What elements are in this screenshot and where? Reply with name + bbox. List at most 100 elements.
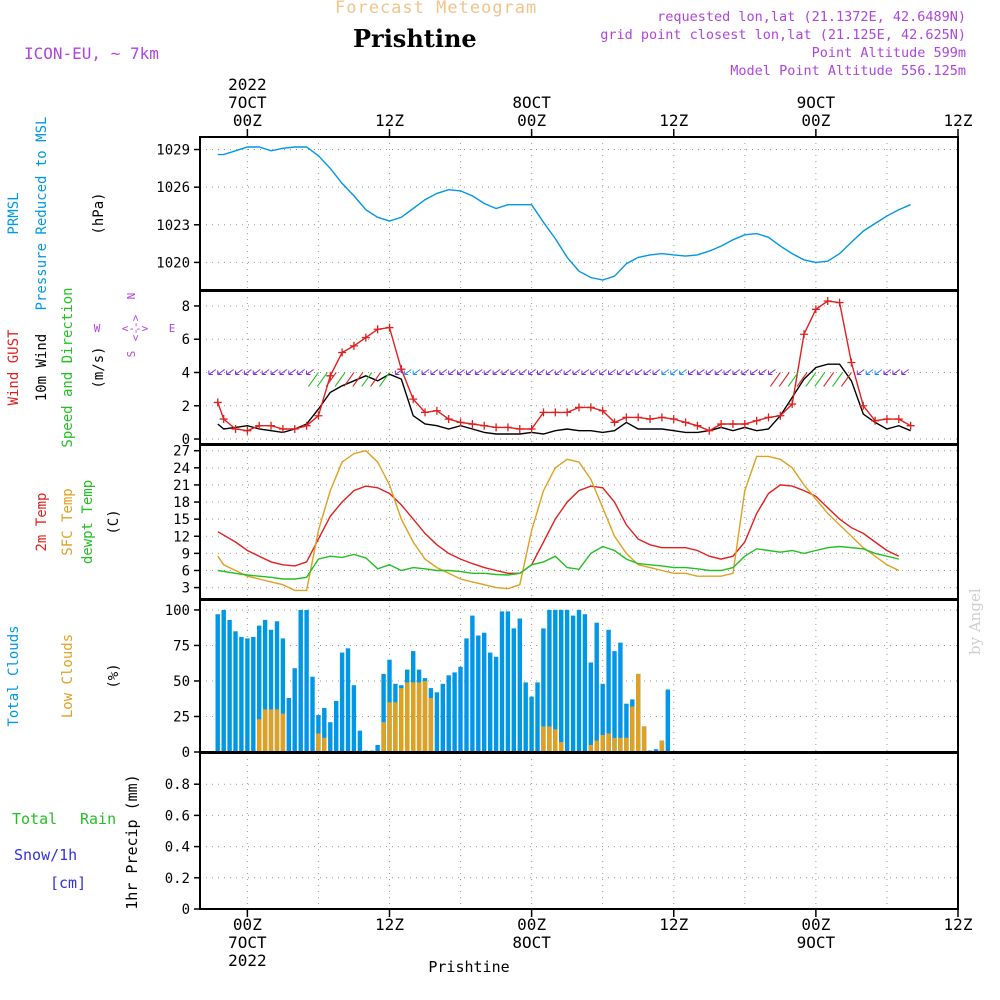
wind-arrow: [805, 372, 817, 387]
gust-marker: [859, 401, 868, 410]
gust-marker: [622, 413, 631, 422]
total-cloud-bar: [251, 636, 256, 752]
wind-arrow: [696, 369, 705, 375]
total-cloud-bar: [440, 683, 445, 752]
low-cloud-bar: [393, 702, 398, 752]
total-cloud-bar: [446, 675, 451, 752]
total-cloud-bar: [493, 656, 499, 752]
top-time-label: 2022: [228, 75, 267, 94]
total-cloud-bar: [245, 638, 250, 752]
total-cloud-bar: [482, 632, 487, 752]
wind-arrow: [457, 369, 465, 375]
gust-marker: [267, 421, 276, 430]
gust-marker: [705, 426, 714, 435]
gust-marker: [409, 395, 418, 404]
low-cloud-bar: [422, 681, 428, 752]
compass-north: N: [125, 293, 138, 300]
wind-arrow: [572, 369, 581, 375]
gust-marker: [468, 420, 477, 429]
time-axis: 20227OCT00Z00Z7OCT202212Z12Z8OCT00Z00Z8O…: [228, 75, 973, 976]
y-tick-label: 25: [173, 709, 190, 725]
total-cloud-bar: [553, 609, 558, 752]
panel-frame: [199, 290, 959, 445]
gust-marker: [906, 421, 915, 430]
gust-marker: [681, 418, 690, 427]
gust-marker: [586, 403, 595, 412]
low-cloud-bar: [387, 702, 392, 752]
wind-arrow: [767, 369, 776, 375]
model-label: ICON-EU, ~ 7km: [24, 44, 159, 63]
series-dewpt-temp: [217, 545, 899, 580]
bottom-time-label: 00Z: [517, 915, 546, 934]
total-cloud-bar: [257, 625, 262, 752]
wind-arrow: [769, 372, 781, 387]
wind-arrow: [334, 372, 346, 387]
gust-marker: [397, 365, 406, 374]
wind-arrow: [616, 369, 625, 375]
total-cloud-bar: [215, 614, 220, 752]
top-time-label: 00Z: [233, 111, 262, 130]
y-tick-label: 1026: [156, 180, 190, 196]
wind-arrow: [901, 369, 909, 375]
wind-arrow: [226, 369, 234, 375]
wind-arrow: [608, 369, 616, 375]
wind-arrow: [430, 369, 439, 375]
low-cloud-bar: [428, 698, 434, 752]
gust-marker: [492, 423, 501, 432]
bottom-time-label: 12Z: [944, 915, 973, 934]
panel-pressure: 1020 1023 1026 1029 PRMSL Pressure Reduced to…: [6, 117, 959, 311]
y-tick-label: 1020: [156, 255, 190, 271]
y-tick-label: 1029: [156, 143, 190, 159]
axis-label: Wind GUST: [6, 329, 22, 405]
total-cloud-bar: [547, 609, 552, 752]
footer-location: Prishtine: [428, 958, 509, 976]
panel-clouds: 0 25 50 75 100 Total Clouds Low Clouds (%): [6, 599, 959, 761]
gust-marker: [646, 415, 655, 424]
axis-label: (C): [106, 509, 122, 534]
y-tick-label: 75: [173, 638, 190, 654]
wind-arrow: [670, 369, 679, 375]
y-tick-label: 1023: [156, 218, 190, 234]
wind-arrow: [865, 369, 874, 375]
total-cloud-bar: [529, 696, 534, 752]
axis-label: Pressure Reduced to MSL: [34, 117, 50, 311]
wind-arrow: [750, 369, 758, 375]
total-cloud-bar: [328, 722, 333, 752]
y-tick-label: 0.6: [165, 808, 190, 824]
compass-east: E: [169, 322, 176, 335]
gust-marker: [764, 413, 773, 422]
compass-south: S: [125, 351, 138, 358]
bottom-time-label: 2022: [228, 951, 267, 970]
gust-marker: [882, 415, 891, 424]
gust-marker: [847, 358, 856, 367]
total-cloud-bar: [452, 672, 457, 752]
total-cloud-bar: [570, 615, 576, 752]
wind-arrow: [243, 369, 252, 375]
low-cloud-bar: [381, 722, 386, 752]
wind-arrow: [714, 369, 723, 375]
total-cloud-bar: [221, 609, 226, 752]
wind-arrow: [634, 369, 643, 375]
panel-wind: 0 2 4 6 8 Wind GUST 10m Wind Speed and Directio…: [6, 287, 959, 448]
low-cloud-bar: [659, 740, 665, 752]
total-cloud-bar: [523, 682, 528, 752]
gust-marker: [302, 421, 311, 430]
wind-arrow: [279, 369, 288, 375]
top-time-label: 12Z: [375, 111, 404, 130]
gust-marker: [527, 425, 536, 434]
wind-arrow: [421, 369, 430, 375]
total-cloud-bar: [464, 638, 469, 752]
point-altitude: Point Altitude 599m: [811, 45, 966, 61]
gust-marker: [575, 403, 583, 412]
low-cloud-bar: [624, 737, 629, 752]
bottom-time-label: 8OCT: [512, 933, 551, 952]
wind-arrow: [705, 369, 714, 375]
wind-arrow: [723, 369, 732, 375]
y-tick-label: 0.8: [165, 777, 190, 793]
low-cloud-bar: [405, 682, 410, 752]
gust-marker: [669, 415, 678, 424]
precip-label-rain: Rain: [80, 810, 116, 828]
wind-arrow: [814, 372, 826, 387]
